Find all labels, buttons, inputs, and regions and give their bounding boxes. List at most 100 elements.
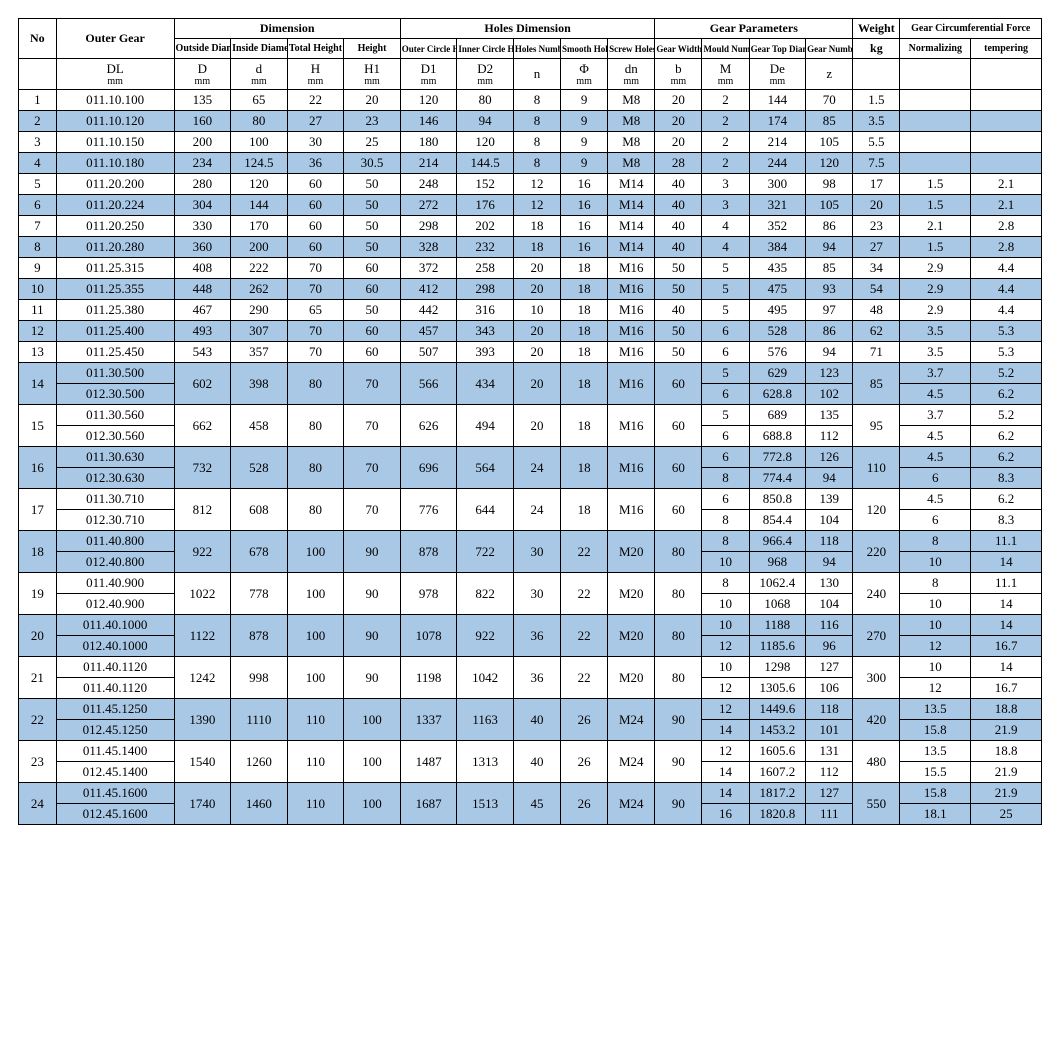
cell-n: 20 — [513, 363, 560, 405]
cell-phi: 9 — [561, 132, 608, 153]
cell-H: 110 — [287, 741, 344, 783]
cell-D2: 434 — [457, 363, 514, 405]
cell-M: 6 — [702, 447, 749, 468]
table-row: 14011.30.50060239880705664342018M1660562… — [19, 363, 1042, 384]
cell-phi: 26 — [561, 699, 608, 741]
cell-H1: 23 — [344, 111, 401, 132]
cell-H: 60 — [287, 237, 344, 258]
cell-z: 118 — [806, 699, 853, 720]
cell-temp: 21.9 — [971, 783, 1042, 804]
cell-b: 40 — [655, 174, 702, 195]
sym-De: Demm — [749, 59, 806, 90]
cell-norm: 2.1 — [900, 216, 971, 237]
cell-temp: 21.9 — [971, 762, 1042, 783]
cell-dn: M16 — [608, 489, 655, 531]
cell-H1: 50 — [344, 300, 401, 321]
cell-kg: 240 — [853, 573, 900, 615]
cell-outer-gear: 012.40.800 — [56, 552, 174, 573]
cell-outer-gear: 011.40.1120 — [56, 678, 174, 699]
cell-no: 2 — [19, 111, 57, 132]
cell-D: 234 — [174, 153, 231, 174]
cell-norm: 18.1 — [900, 804, 971, 825]
cell-D1: 412 — [400, 279, 457, 300]
cell-M: 10 — [702, 657, 749, 678]
cell-D2: 393 — [457, 342, 514, 363]
cell-phi: 18 — [561, 258, 608, 279]
cell-D1: 442 — [400, 300, 457, 321]
cell-M: 4 — [702, 237, 749, 258]
cell-De: 966.4 — [749, 531, 806, 552]
cell-n: 20 — [513, 279, 560, 300]
cell-M: 5 — [702, 300, 749, 321]
cell-d: 608 — [231, 489, 288, 531]
cell-De: 528 — [749, 321, 806, 342]
cell-z: 112 — [806, 426, 853, 447]
cell-dn: M14 — [608, 216, 655, 237]
cell-d: 222 — [231, 258, 288, 279]
cell-M: 12 — [702, 678, 749, 699]
cell-n: 18 — [513, 237, 560, 258]
cell-norm: 6 — [900, 510, 971, 531]
hdr-normalizing: Normalizing — [900, 39, 971, 59]
cell-De: 174 — [749, 111, 806, 132]
cell-b: 50 — [655, 279, 702, 300]
cell-H1: 30.5 — [344, 153, 401, 174]
cell-outer-gear: 011.40.800 — [56, 531, 174, 552]
cell-H: 22 — [287, 90, 344, 111]
cell-norm: 1.5 — [900, 174, 971, 195]
cell-H1: 100 — [344, 741, 401, 783]
hdr-screw-holes: Screw Holes — [608, 39, 655, 59]
cell-no: 8 — [19, 237, 57, 258]
cell-d: 398 — [231, 363, 288, 405]
cell-D2: 1513 — [457, 783, 514, 825]
cell-De: 244 — [749, 153, 806, 174]
cell-M: 6 — [702, 384, 749, 405]
cell-D: 467 — [174, 300, 231, 321]
cell-dn: M8 — [608, 111, 655, 132]
cell-no: 19 — [19, 573, 57, 615]
cell-H: 110 — [287, 783, 344, 825]
cell-norm: 13.5 — [900, 741, 971, 762]
cell-De: 628.8 — [749, 384, 806, 405]
cell-M: 14 — [702, 720, 749, 741]
cell-norm: 2.9 — [900, 300, 971, 321]
cell-norm: 3.7 — [900, 363, 971, 384]
cell-temp: 2.8 — [971, 237, 1042, 258]
cell-n: 40 — [513, 741, 560, 783]
cell-outer-gear: 011.25.315 — [56, 258, 174, 279]
cell-no: 9 — [19, 258, 57, 279]
cell-outer-gear: 011.25.400 — [56, 321, 174, 342]
cell-dn: M24 — [608, 699, 655, 741]
cell-De: 854.4 — [749, 510, 806, 531]
cell-H1: 100 — [344, 783, 401, 825]
cell-kg: 71 — [853, 342, 900, 363]
cell-outer-gear: 011.30.560 — [56, 405, 174, 426]
cell-De: 1062.4 — [749, 573, 806, 594]
cell-no: 3 — [19, 132, 57, 153]
cell-temp: 5.2 — [971, 405, 1042, 426]
cell-z: 96 — [806, 636, 853, 657]
cell-H1: 90 — [344, 573, 401, 615]
cell-d: 778 — [231, 573, 288, 615]
cell-temp: 2.1 — [971, 195, 1042, 216]
cell-outer-gear: 012.45.1600 — [56, 804, 174, 825]
cell-temp: 4.4 — [971, 279, 1042, 300]
cell-De: 1305.6 — [749, 678, 806, 699]
cell-kg: 48 — [853, 300, 900, 321]
cell-norm: 4.5 — [900, 384, 971, 405]
cell-n: 20 — [513, 321, 560, 342]
cell-De: 384 — [749, 237, 806, 258]
cell-outer-gear: 011.40.900 — [56, 573, 174, 594]
cell-z: 86 — [806, 216, 853, 237]
cell-phi: 22 — [561, 615, 608, 657]
cell-H: 100 — [287, 531, 344, 573]
cell-H: 110 — [287, 699, 344, 741]
table-row: 22011.45.125013901110110100133711634026M… — [19, 699, 1042, 720]
cell-no: 7 — [19, 216, 57, 237]
cell-b: 50 — [655, 258, 702, 279]
cell-z: 123 — [806, 363, 853, 384]
cell-D1: 1487 — [400, 741, 457, 783]
cell-temp: 6.2 — [971, 489, 1042, 510]
cell-D: 200 — [174, 132, 231, 153]
cell-dn: M24 — [608, 783, 655, 825]
